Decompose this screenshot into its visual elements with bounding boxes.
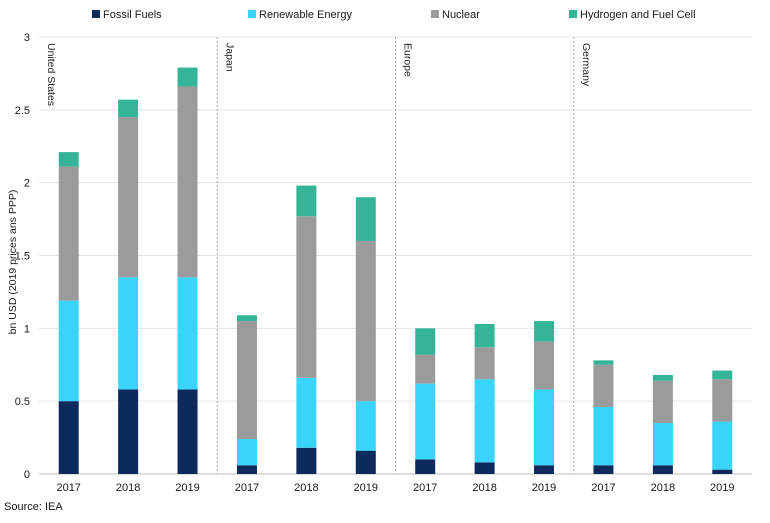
y-axis-label: bn USD (2019 prices ans PPP)	[7, 190, 19, 335]
bar-segment	[534, 389, 555, 466]
bar-segment	[652, 374, 673, 381]
x-tick-label: 2017	[591, 482, 615, 494]
x-tick-label: 2019	[710, 482, 734, 494]
bar-segment	[296, 185, 317, 217]
bar-segment	[177, 86, 198, 278]
bar-segment	[58, 166, 79, 301]
bar-segment	[236, 321, 257, 440]
bar-segment	[118, 117, 139, 278]
y-tick-label: 2.5	[15, 105, 30, 117]
y-tick-label: 3	[24, 32, 30, 44]
bar-segment	[355, 197, 376, 241]
x-tick-label: 2018	[651, 482, 675, 494]
legend-label: Fossil Fuels	[103, 9, 162, 21]
x-axis: 2017 2018 2019 2017 2018 2019 2017 2018 2019 2017…	[56, 482, 734, 494]
bar-segment	[474, 347, 495, 380]
bar-segment	[58, 152, 79, 167]
bar-segment	[534, 321, 555, 342]
bar-segment	[118, 277, 139, 390]
bar-segment	[296, 377, 317, 448]
y-tick-label: 0.5	[15, 396, 30, 408]
bar-segment	[652, 423, 673, 466]
bar-segment	[355, 240, 376, 402]
bar-segment	[58, 401, 79, 474]
bar-segment	[474, 379, 495, 463]
bar-segment	[712, 421, 733, 470]
bar-segment	[58, 300, 79, 402]
bar-segment	[652, 465, 673, 474]
bar-segment	[593, 465, 614, 474]
bar-segment	[236, 465, 257, 474]
source-note: Source: IEA	[4, 501, 63, 513]
bar-segment	[534, 465, 555, 474]
legend-swatch	[569, 10, 577, 18]
bar-segment	[652, 380, 673, 424]
y-tick-label: 1	[24, 323, 30, 335]
y-tick-label: 0	[24, 469, 30, 481]
bar-segment	[593, 406, 614, 466]
bars	[58, 67, 733, 474]
bar-segment	[593, 364, 614, 407]
x-tick-label: 2019	[532, 482, 556, 494]
bar-segment	[355, 401, 376, 451]
bar-segment	[415, 354, 436, 384]
x-tick-label: 2017	[56, 482, 80, 494]
legend-swatch	[248, 10, 256, 18]
x-tick-label: 2017	[413, 482, 437, 494]
x-tick-label: 2017	[235, 482, 259, 494]
y-axis: 0 0.5 1 1.5 2 2.5 3	[15, 32, 30, 481]
bar-segment	[415, 383, 436, 460]
bar-segment	[177, 67, 198, 87]
x-tick-label: 2019	[175, 482, 199, 494]
legend-label: Hydrogen and Fuel Cell	[580, 9, 696, 21]
bar-segment	[534, 341, 555, 390]
region-label: Germany	[580, 43, 592, 87]
x-tick-label: 2019	[354, 482, 378, 494]
legend: Fossil Fuels Renewable Energy Nuclear Hydro…	[92, 9, 696, 21]
bar-segment	[296, 447, 317, 474]
bar-segment	[236, 315, 257, 322]
legend-label: Nuclear	[442, 9, 480, 21]
y-tick-label: 2	[24, 178, 30, 190]
region-label: Japan	[223, 43, 235, 72]
bar-segment	[712, 469, 733, 474]
bar-segment	[355, 450, 376, 474]
bar-segment	[712, 379, 733, 422]
bar-segment	[177, 389, 198, 474]
legend-swatch	[431, 10, 439, 18]
bar-segment	[118, 389, 139, 474]
bar-segment	[474, 323, 495, 348]
x-tick-label: 2018	[472, 482, 496, 494]
bar-segment	[712, 370, 733, 380]
legend-label: Renewable Energy	[259, 9, 352, 21]
bar-segment	[474, 462, 495, 474]
bar-segment	[593, 360, 614, 365]
bar-segment	[236, 439, 257, 466]
bar-segment	[177, 277, 198, 390]
bar-segment	[118, 99, 139, 118]
region-label: Europe	[402, 43, 414, 77]
x-tick-label: 2018	[116, 482, 140, 494]
group-separators	[216, 37, 575, 474]
y-tick-label: 1.5	[15, 251, 30, 263]
region-label: United States	[45, 43, 57, 106]
x-tick-label: 2018	[294, 482, 318, 494]
region-labels: United States Japan Europe Germany	[45, 43, 592, 106]
bar-segment	[415, 459, 436, 474]
bar-segment	[415, 328, 436, 355]
bar-segment	[296, 216, 317, 378]
legend-swatch	[92, 10, 100, 18]
